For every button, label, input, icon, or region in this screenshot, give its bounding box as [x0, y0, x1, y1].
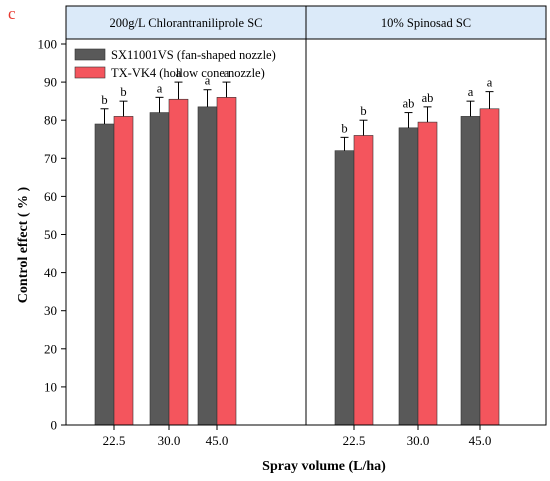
y-tick-label: 90 [44, 75, 57, 90]
bar [460, 116, 481, 426]
bar [216, 97, 237, 426]
significance-label: b [341, 121, 347, 135]
significance-label: a [487, 76, 493, 90]
y-tick-label: 80 [44, 113, 57, 128]
bar [334, 150, 355, 426]
y-tick-label: 40 [44, 265, 57, 280]
legend-label: TX-VK4 (hollow cone nozzle) [111, 66, 265, 80]
significance-label: b [101, 93, 107, 107]
y-tick-label: 60 [44, 189, 57, 204]
bar [168, 98, 189, 426]
legend: SX11001VS (fan-shaped nozzle) TX-VK4 (hol… [74, 48, 276, 80]
y-tick-label: 50 [44, 227, 57, 242]
y-tick-label: 100 [38, 37, 58, 52]
x-axis-title: Spray volume (L/ha) [262, 459, 386, 474]
significance-label: a [176, 66, 182, 80]
significance-label: b [360, 104, 366, 118]
significance-label: a [468, 85, 474, 99]
significance-label: ab [422, 91, 434, 105]
x-tick-label: 22.5 [343, 433, 366, 448]
y-axis-title: Control effect ( % ) [16, 186, 31, 303]
bar [113, 116, 134, 426]
bar [94, 123, 115, 426]
significance-label: a [157, 81, 163, 95]
x-tick-label: 30.0 [407, 433, 430, 448]
significance-label: a [224, 66, 230, 80]
bar [197, 106, 218, 426]
bar [353, 135, 374, 426]
y-tick-label: 10 [44, 379, 57, 394]
legend-swatch [74, 66, 106, 79]
legend-label: SX11001VS (fan-shaped nozzle) [111, 48, 276, 62]
bar [149, 112, 170, 426]
facet-title: 200g/L Chlorantraniliprole SC [110, 16, 263, 30]
y-tick-label: 70 [44, 151, 57, 166]
bar [479, 108, 500, 426]
y-tick-label: 30 [44, 303, 57, 318]
facet-title: 10% Spinosad SC [381, 16, 471, 30]
significance-label: a [205, 74, 211, 88]
y-tick-label: 20 [44, 341, 57, 356]
x-tick-label: 45.0 [469, 433, 492, 448]
axes: 0 10 20 30 40 50 60 70 80 90 100 22.5 30.0 45.0 22.5 30… [38, 6, 547, 448]
significance-label: b [120, 85, 126, 99]
panel-label: c [8, 4, 16, 23]
x-tick-label: 45.0 [206, 433, 229, 448]
x-tick-label: 22.5 [103, 433, 126, 448]
bar [398, 127, 419, 426]
significance-label: ab [403, 97, 415, 111]
bar [417, 121, 438, 426]
legend-swatch [74, 48, 106, 61]
x-tick-label: 30.0 [158, 433, 181, 448]
y-tick-label: 0 [51, 418, 58, 433]
